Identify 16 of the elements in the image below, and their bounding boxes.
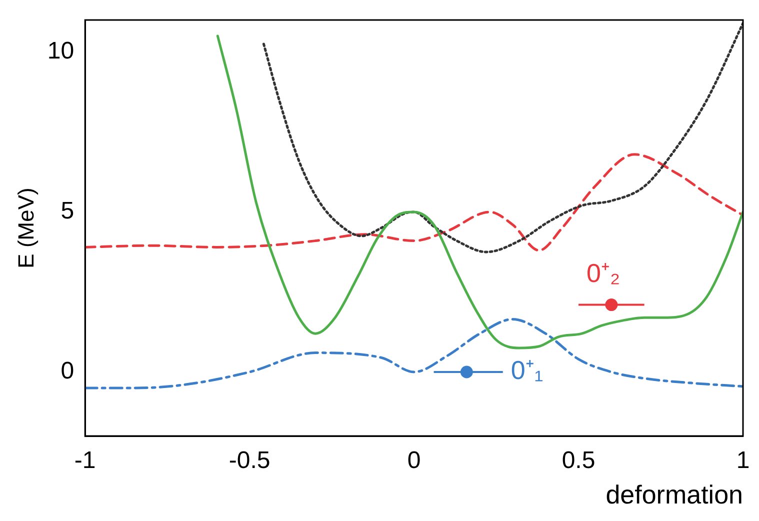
y-tick-label: 10	[47, 38, 74, 65]
x-tick-label: 0.5	[562, 447, 596, 474]
y-axis-title: E (MeV)	[13, 188, 38, 268]
x-tick-label: -1	[74, 447, 96, 474]
x-tick-label: 0	[407, 447, 421, 474]
line-series	[85, 153, 743, 252]
x-tick-label: -0.5	[228, 447, 270, 474]
annotation: 0⁺₂	[586, 258, 620, 288]
x-axis-title: deformation	[606, 480, 743, 510]
y-tick-label: 0	[60, 358, 74, 385]
line-series	[216, 34, 743, 350]
y-tick-label: 5	[60, 198, 74, 225]
line-series	[85, 318, 743, 390]
annotation: 0⁺₁	[510, 355, 544, 386]
line-series	[262, 22, 743, 254]
x-tick-label: 1	[736, 447, 750, 474]
